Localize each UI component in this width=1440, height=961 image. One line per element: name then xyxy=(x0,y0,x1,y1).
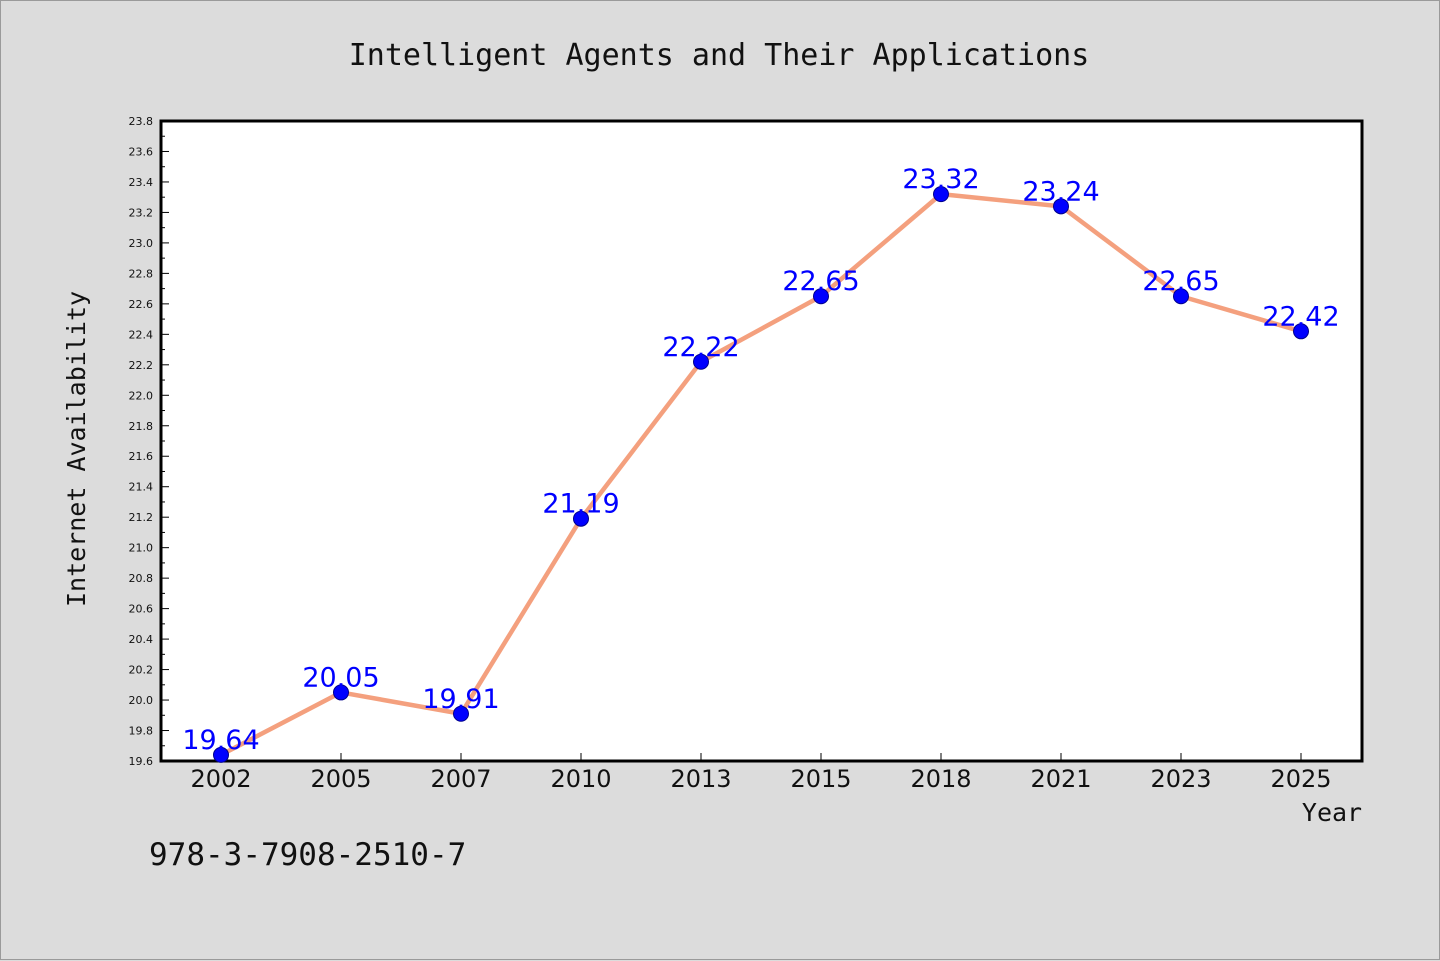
y-tick-label: 19.8 xyxy=(129,725,154,738)
x-axis: 2002 2005 2007 2010 2013 2015 2018 2021 2023 2025 xyxy=(190,753,1332,793)
data-point xyxy=(453,705,469,722)
series-layer xyxy=(213,186,1309,763)
y-axis-title: Internet Availability xyxy=(62,291,91,607)
y-tick-label: 20.4 xyxy=(129,633,154,646)
y-tick-label: 23.2 xyxy=(129,206,154,219)
y-tick-label: 21.8 xyxy=(129,420,154,433)
data-point xyxy=(1293,323,1309,340)
y-tick-label: 22.8 xyxy=(129,267,154,280)
series-line xyxy=(218,191,1304,758)
y-tick-label: 23.4 xyxy=(129,176,154,189)
isbn-text: 978-3-7908-2510-7 xyxy=(149,837,466,873)
data-point xyxy=(813,288,829,305)
x-tick-label: 2018 xyxy=(910,765,971,793)
x-axis-title: Year xyxy=(1302,798,1362,827)
data-label: 22.42 xyxy=(1262,301,1339,332)
data-point xyxy=(213,746,229,763)
x-tick-label: 2021 xyxy=(1030,765,1091,793)
x-tick-label: 2013 xyxy=(670,765,731,793)
data-label: 21.19 xyxy=(542,489,619,520)
data-label: 19.64 xyxy=(182,725,259,756)
y-tick-label: 20.2 xyxy=(129,664,154,677)
data-label-layer: 19.64 20.05 19.91 21.19 22.22 22.65 23.32 23.24… xyxy=(182,164,1339,756)
data-label: 22.65 xyxy=(1142,266,1219,297)
y-axis: 19.6 19.8 20.0 20.2 20.4 20.6 20.8 21.0 21.2 21.4… xyxy=(129,115,169,768)
y-tick-label: 21.4 xyxy=(129,481,154,494)
data-label: 23.24 xyxy=(1022,176,1099,207)
data-label: 23.32 xyxy=(902,164,979,195)
x-tick-label: 2015 xyxy=(790,765,851,793)
y-tick-label: 23.0 xyxy=(129,237,154,250)
data-label: 19.91 xyxy=(422,684,499,715)
data-point xyxy=(573,510,589,527)
y-tick-label: 21.0 xyxy=(129,542,154,555)
data-label: 20.05 xyxy=(302,662,379,693)
x-tick-label: 2002 xyxy=(190,765,251,793)
y-tick-label: 22.0 xyxy=(129,389,154,402)
data-point xyxy=(933,186,949,203)
y-tick-label: 22.6 xyxy=(129,298,154,311)
y-tick-label: 23.8 xyxy=(129,115,154,128)
x-tick-label: 2007 xyxy=(430,765,491,793)
y-tick-label: 20.0 xyxy=(129,694,154,707)
data-label: 22.65 xyxy=(782,266,859,297)
data-point xyxy=(333,684,349,701)
y-tick-label: 23.6 xyxy=(129,145,154,158)
y-tick-label: 21.6 xyxy=(129,450,154,463)
x-tick-label: 2005 xyxy=(310,765,371,793)
y-tick-label: 19.6 xyxy=(129,755,154,768)
x-tick-label: 2023 xyxy=(1150,765,1211,793)
y-tick-label: 22.4 xyxy=(129,328,154,341)
data-point xyxy=(1053,198,1069,215)
plot-area xyxy=(159,119,1364,763)
y-tick-label: 21.2 xyxy=(129,511,154,524)
data-point xyxy=(1173,288,1189,305)
data-label: 22.22 xyxy=(662,332,739,363)
y-tick-label: 22.2 xyxy=(129,359,154,372)
x-tick-label: 2025 xyxy=(1270,765,1331,793)
y-tick-label: 20.6 xyxy=(129,603,154,616)
y-tick-label: 20.8 xyxy=(129,572,154,585)
chart-title: Intelligent Agents and Their Application… xyxy=(349,38,1090,73)
x-tick-label: 2010 xyxy=(550,765,611,793)
data-point xyxy=(693,353,709,370)
